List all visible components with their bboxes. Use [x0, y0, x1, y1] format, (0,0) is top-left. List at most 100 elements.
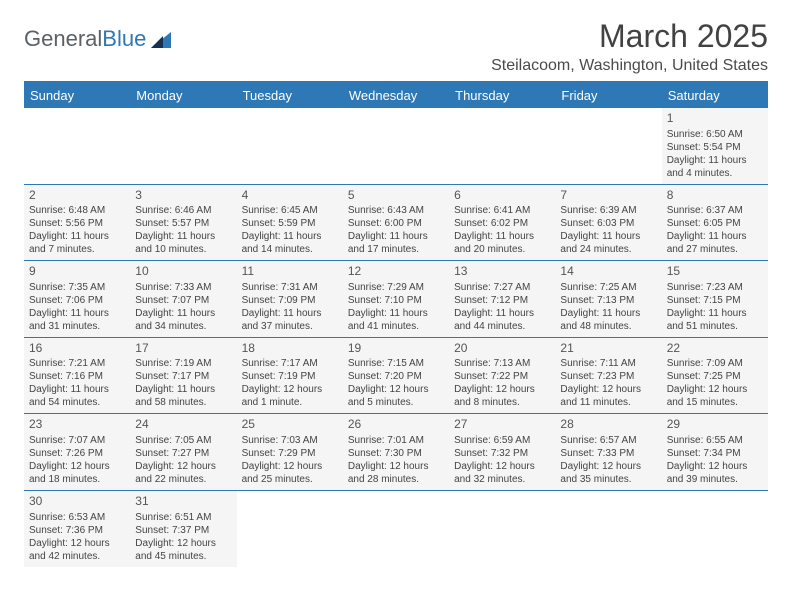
day-number: 30: [29, 494, 125, 510]
sunrise-text: Sunrise: 6:50 AM: [667, 128, 763, 141]
daylight2-text: and 7 minutes.: [29, 243, 125, 256]
sunset-text: Sunset: 7:06 PM: [29, 294, 125, 307]
sunset-text: Sunset: 5:56 PM: [29, 217, 125, 230]
day-cell: 2Sunrise: 6:48 AMSunset: 5:56 PMDaylight…: [24, 184, 130, 261]
sunrise-text: Sunrise: 7:15 AM: [348, 357, 444, 370]
day-cell: 27Sunrise: 6:59 AMSunset: 7:32 PMDayligh…: [449, 414, 555, 491]
weekday-header: Saturday: [662, 83, 768, 108]
sunrise-text: Sunrise: 6:55 AM: [667, 434, 763, 447]
day-number: 27: [454, 417, 550, 433]
week-row: 1Sunrise: 6:50 AMSunset: 5:54 PMDaylight…: [24, 108, 768, 184]
day-number: 20: [454, 341, 550, 357]
day-cell: 9Sunrise: 7:35 AMSunset: 7:06 PMDaylight…: [24, 261, 130, 338]
day-number: 14: [560, 264, 656, 280]
title-block: March 2025 Steilacoom, Washington, Unite…: [491, 18, 768, 75]
day-cell: 30Sunrise: 6:53 AMSunset: 7:36 PMDayligh…: [24, 490, 130, 566]
weekday-header: Monday: [130, 83, 236, 108]
day-cell: 24Sunrise: 7:05 AMSunset: 7:27 PMDayligh…: [130, 414, 236, 491]
daylight1-text: Daylight: 12 hours: [348, 383, 444, 396]
daylight1-text: Daylight: 11 hours: [560, 230, 656, 243]
daylight1-text: Daylight: 11 hours: [242, 307, 338, 320]
day-number: 4: [242, 188, 338, 204]
day-number: 21: [560, 341, 656, 357]
daylight1-text: Daylight: 12 hours: [560, 460, 656, 473]
daylight1-text: Daylight: 11 hours: [135, 307, 231, 320]
day-number: 16: [29, 341, 125, 357]
daylight1-text: Daylight: 12 hours: [29, 537, 125, 550]
sunrise-text: Sunrise: 6:37 AM: [667, 204, 763, 217]
day-number: 10: [135, 264, 231, 280]
daylight2-text: and 58 minutes.: [135, 396, 231, 409]
day-number: 11: [242, 264, 338, 280]
day-number: 26: [348, 417, 444, 433]
sunrise-text: Sunrise: 7:25 AM: [560, 281, 656, 294]
day-number: 19: [348, 341, 444, 357]
day-cell: 3Sunrise: 6:46 AMSunset: 5:57 PMDaylight…: [130, 184, 236, 261]
day-cell: 29Sunrise: 6:55 AMSunset: 7:34 PMDayligh…: [662, 414, 768, 491]
sunset-text: Sunset: 6:00 PM: [348, 217, 444, 230]
logo-sail-icon: [149, 30, 173, 50]
sunrise-text: Sunrise: 7:13 AM: [454, 357, 550, 370]
day-cell: 5Sunrise: 6:43 AMSunset: 6:00 PMDaylight…: [343, 184, 449, 261]
day-number: 1: [667, 111, 763, 127]
daylight2-text: and 25 minutes.: [242, 473, 338, 486]
weekday-header: Sunday: [24, 83, 130, 108]
day-cell: 12Sunrise: 7:29 AMSunset: 7:10 PMDayligh…: [343, 261, 449, 338]
day-cell: 28Sunrise: 6:57 AMSunset: 7:33 PMDayligh…: [555, 414, 661, 491]
daylight2-text: and 27 minutes.: [667, 243, 763, 256]
day-cell: 23Sunrise: 7:07 AMSunset: 7:26 PMDayligh…: [24, 414, 130, 491]
daylight2-text: and 42 minutes.: [29, 550, 125, 563]
day-number: 18: [242, 341, 338, 357]
sunset-text: Sunset: 7:23 PM: [560, 370, 656, 383]
daylight2-text: and 45 minutes.: [135, 550, 231, 563]
sunset-text: Sunset: 6:02 PM: [454, 217, 550, 230]
sunrise-text: Sunrise: 7:11 AM: [560, 357, 656, 370]
daylight2-text: and 14 minutes.: [242, 243, 338, 256]
day-number: 17: [135, 341, 231, 357]
weekday-header: Wednesday: [343, 83, 449, 108]
sunset-text: Sunset: 7:20 PM: [348, 370, 444, 383]
weekday-header: Tuesday: [237, 83, 343, 108]
day-cell: [343, 490, 449, 566]
weekday-header: Friday: [555, 83, 661, 108]
weekday-header-row: Sunday Monday Tuesday Wednesday Thursday…: [24, 83, 768, 108]
sunrise-text: Sunrise: 6:51 AM: [135, 511, 231, 524]
sunset-text: Sunset: 7:15 PM: [667, 294, 763, 307]
day-number: 15: [667, 264, 763, 280]
daylight2-text: and 32 minutes.: [454, 473, 550, 486]
daylight2-text: and 11 minutes.: [560, 396, 656, 409]
day-number: 22: [667, 341, 763, 357]
location: Steilacoom, Washington, United States: [491, 57, 768, 75]
daylight1-text: Daylight: 11 hours: [135, 230, 231, 243]
day-cell: 17Sunrise: 7:19 AMSunset: 7:17 PMDayligh…: [130, 337, 236, 414]
day-number: 24: [135, 417, 231, 433]
day-number: 3: [135, 188, 231, 204]
header: GeneralBlue March 2025 Steilacoom, Washi…: [24, 18, 768, 75]
sunset-text: Sunset: 7:09 PM: [242, 294, 338, 307]
sunrise-text: Sunrise: 6:59 AM: [454, 434, 550, 447]
sunset-text: Sunset: 7:34 PM: [667, 447, 763, 460]
logo-text-general: General: [24, 26, 102, 52]
sunset-text: Sunset: 7:22 PM: [454, 370, 550, 383]
sunrise-text: Sunrise: 6:41 AM: [454, 204, 550, 217]
weekday-header: Thursday: [449, 83, 555, 108]
day-cell: 10Sunrise: 7:33 AMSunset: 7:07 PMDayligh…: [130, 261, 236, 338]
day-number: 13: [454, 264, 550, 280]
sunset-text: Sunset: 7:26 PM: [29, 447, 125, 460]
daylight1-text: Daylight: 11 hours: [29, 230, 125, 243]
logo: GeneralBlue: [24, 18, 173, 52]
sunset-text: Sunset: 7:29 PM: [242, 447, 338, 460]
day-cell: 21Sunrise: 7:11 AMSunset: 7:23 PMDayligh…: [555, 337, 661, 414]
sunrise-text: Sunrise: 7:35 AM: [29, 281, 125, 294]
logo-text-blue: Blue: [102, 26, 146, 52]
daylight2-text: and 24 minutes.: [560, 243, 656, 256]
day-number: 2: [29, 188, 125, 204]
day-cell: 11Sunrise: 7:31 AMSunset: 7:09 PMDayligh…: [237, 261, 343, 338]
daylight2-text: and 5 minutes.: [348, 396, 444, 409]
month-title: March 2025: [491, 18, 768, 55]
sunrise-text: Sunrise: 7:19 AM: [135, 357, 231, 370]
day-number: 23: [29, 417, 125, 433]
day-cell: [555, 490, 661, 566]
week-row: 23Sunrise: 7:07 AMSunset: 7:26 PMDayligh…: [24, 414, 768, 491]
sunset-text: Sunset: 5:57 PM: [135, 217, 231, 230]
